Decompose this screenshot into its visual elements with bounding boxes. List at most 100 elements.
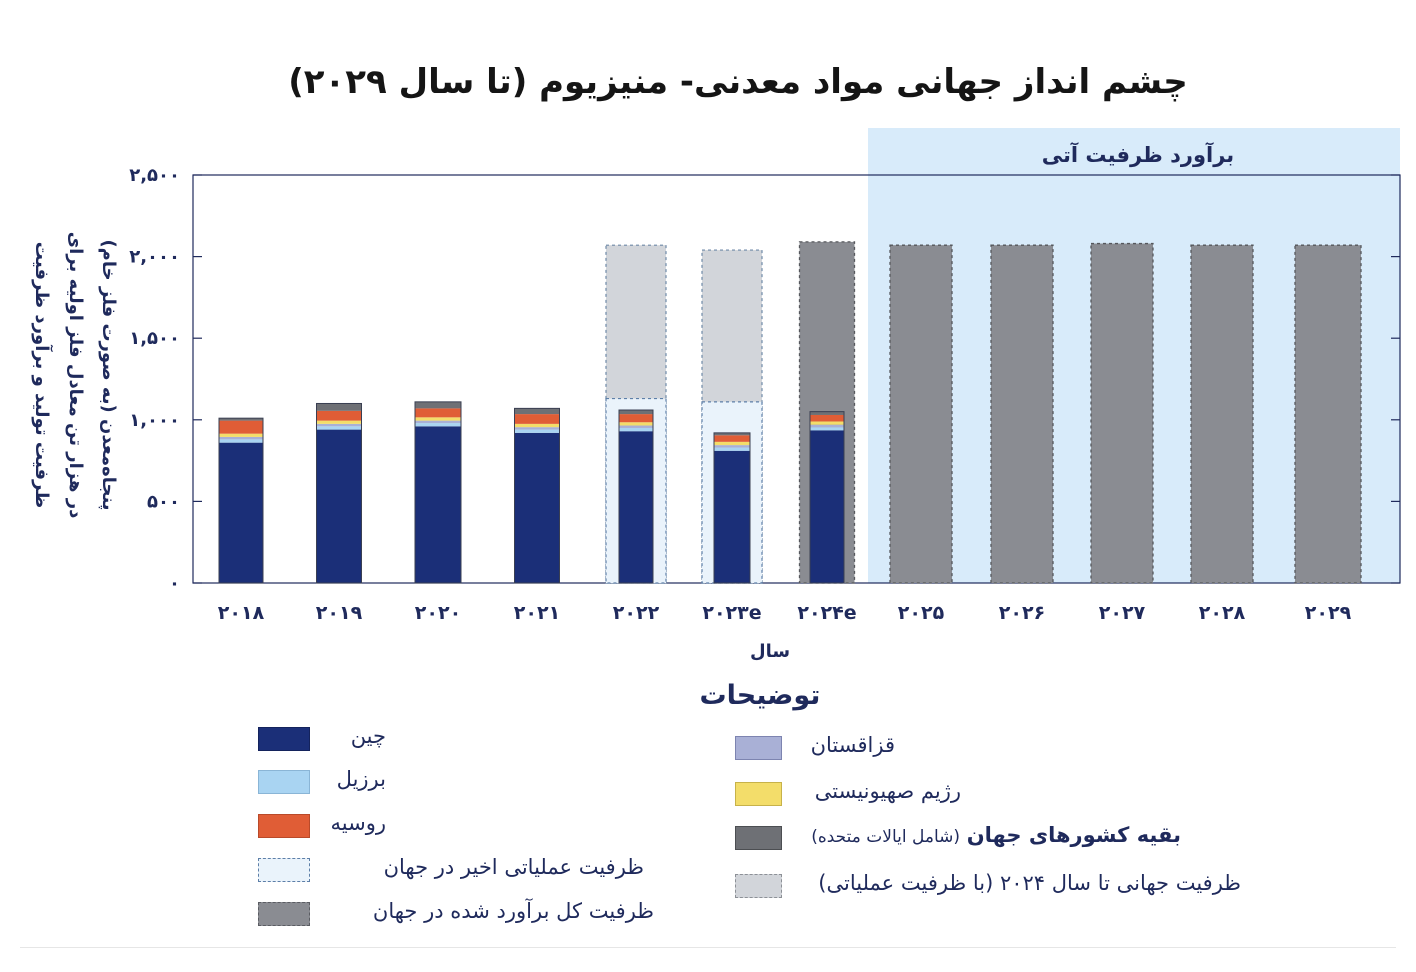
y-tick-label: ۱,۵۰۰ <box>129 328 180 349</box>
legend-label-recent-capacity: ظرفیت عملیاتی اخیر در جهان <box>383 855 644 879</box>
y-tick-label: ۵۰۰ <box>147 491 180 512</box>
legend-swatch-brazil <box>258 770 310 794</box>
bar-segment-kazakhstan <box>316 423 362 427</box>
stacked-bar-outline <box>218 417 264 584</box>
bar-segment-rest-of-world <box>810 411 844 415</box>
bar-segment-israel <box>619 422 653 426</box>
x-tick-label: ۲۰۲۴e <box>797 602 856 624</box>
bars <box>218 241 1362 584</box>
bar-segment-brazil <box>415 423 461 427</box>
bar-segment-russia <box>714 435 750 442</box>
x-tick-label: ۲۰۲۱ <box>514 602 560 624</box>
x-axis: ۲۰۱۸ ۲۰۱۹ ۲۰۲۰ ۲۰۲۱ ۲۰۲۲ ۲۰۲۳e ۲۰۲۴e ۲۰۲۵ ۲۰۲۶ ۲۰… <box>218 602 1352 624</box>
legend-swatch-china <box>258 727 310 751</box>
legend-label-total-capacity: ظرفیت کل برآورد شده در جهان <box>372 899 654 923</box>
bar-segment-israel <box>514 423 560 428</box>
chart-title: چشم انداز جهانی مواد معدنی- منیزیوم (تا … <box>288 62 1188 102</box>
y-axis-label-line: ظرفیت تولید و برآورد ظرفیت <box>31 242 54 508</box>
legend-swatch-total-capacity <box>258 902 310 926</box>
bar-segment-brazil <box>810 427 844 431</box>
legend-swatch-kazakhstan <box>735 736 782 760</box>
legend-label-israel: رژیم صهیونیستی <box>814 779 961 803</box>
stacked-bar-outline <box>316 402 362 584</box>
legend-swatch-recent-capacity <box>258 858 310 882</box>
bar-segment-israel <box>316 420 362 424</box>
legend-title: توضیحات <box>699 680 821 711</box>
bar-segment-rest-of-world <box>619 410 653 415</box>
total-capacity-bar <box>990 244 1054 584</box>
bar-segment-israel <box>415 417 461 421</box>
x-tick-label: ۲۰۲۵ <box>898 602 945 624</box>
legend-label-rest-note: (شامل ایالات متحده) <box>811 827 961 847</box>
legend-label-russia: روسیه <box>330 811 386 835</box>
y-axis: ۲,۵۰۰ ۲,۰۰۰ ۱,۵۰۰ ۱,۰۰۰ ۵۰۰ ۰ <box>129 165 1400 594</box>
projection-label: برآورد ظرفیت آتی <box>1042 142 1234 167</box>
bar-segment-kazakhstan <box>514 427 560 430</box>
y-axis-label-line: پنجاه‌معدن (به صورت فلز خام) <box>98 239 119 510</box>
bar-segment-kazakhstan <box>415 420 461 424</box>
x-tick-label: ۲۰۲۳e <box>702 602 761 624</box>
bar-segment-rest-of-world <box>514 408 560 415</box>
x-tick-label: ۲۰۲۶ <box>999 602 1045 624</box>
legend-label-world-2024: ظرفیت جهانی تا سال ۲۰۲۴ (با ظرفیت عملیات… <box>818 871 1241 895</box>
bar-segment-brazil <box>514 429 560 433</box>
bar-segment-russia <box>219 420 263 434</box>
bar-segment-russia <box>514 414 560 424</box>
x-tick-label: ۲۰۱۸ <box>218 602 265 624</box>
bar-segment-brazil <box>619 427 653 432</box>
plot-area-frame <box>192 174 1401 584</box>
bar-segment-rest-of-world <box>316 403 362 411</box>
bar-segment-rest-of-world <box>415 401 461 409</box>
y-axis-label-line: در هزار تن معادل فلز اولیه برای <box>65 232 86 519</box>
legend-label-rest-of-world: بقیه کشورهای جهان (شامل ایالات متحده) <box>801 823 1181 847</box>
legend-label-brazil: برزیل <box>336 767 386 791</box>
bar-segment-russia <box>810 414 844 422</box>
bar-segment-china <box>514 432 560 583</box>
x-tick-label: ۲۰۱۹ <box>316 602 363 624</box>
bar-segment-china <box>619 431 653 583</box>
y-tick-label: ۱,۰۰۰ <box>129 410 180 431</box>
x-tick-label: ۲۰۲۷ <box>1099 602 1146 624</box>
x-tick-label: ۲۰۲۰ <box>415 602 461 624</box>
bar-segment-brazil <box>714 447 750 451</box>
bar-segment-israel <box>810 421 844 425</box>
stacked-bar-outline <box>618 409 654 584</box>
bar-segment-russia <box>619 414 653 423</box>
legend-swatch-israel <box>735 782 782 806</box>
bar-segment-kazakhstan <box>714 445 750 448</box>
legend-label-rest-bold: بقیه کشورهای جهان <box>966 823 1181 847</box>
bar-segment-rest-of-world <box>219 418 263 421</box>
bar-segment-china <box>415 426 461 583</box>
bar-segment-china <box>219 442 263 583</box>
bar-segment-kazakhstan <box>619 425 653 428</box>
x-tick-label: ۲۰۲۹ <box>1305 602 1352 624</box>
bar-segment-china <box>714 450 750 583</box>
y-tick-label: ۲,۰۰۰ <box>129 247 180 268</box>
bar-segment-china <box>316 429 362 583</box>
x-tick-label: ۲۰۲۸ <box>1199 602 1246 624</box>
bar-segment-kazakhstan <box>219 436 263 440</box>
total-capacity-bar <box>1090 242 1154 584</box>
bar-segment-kazakhstan <box>810 424 844 428</box>
stacked-bar-outline <box>414 401 462 584</box>
legend-swatch-russia <box>258 814 310 838</box>
total-capacity-bar <box>889 244 953 584</box>
legend-swatch-world-2024 <box>735 874 782 898</box>
stacked-bar-outline <box>809 411 845 584</box>
legend-label-china: چین <box>350 724 386 748</box>
total-capacity-bar <box>1190 244 1254 584</box>
bottom-divider <box>20 947 1396 948</box>
bar-segment-israel <box>219 433 263 437</box>
bar-segment-russia <box>415 408 461 418</box>
bar-segment-russia <box>316 410 362 421</box>
stacked-bar-outline <box>713 432 751 584</box>
legend-label-kazakhstan: قزاقستان <box>810 733 895 757</box>
bar-segment-rest-of-world <box>714 432 750 436</box>
total-capacity-bar <box>1294 244 1362 584</box>
stacked-bar-outline <box>514 407 560 584</box>
y-tick-label: ۲,۵۰۰ <box>129 165 180 186</box>
bar-segment-israel <box>714 441 750 446</box>
x-tick-label: ۲۰۲۲ <box>613 602 660 624</box>
x-axis-label: سال <box>750 641 790 662</box>
